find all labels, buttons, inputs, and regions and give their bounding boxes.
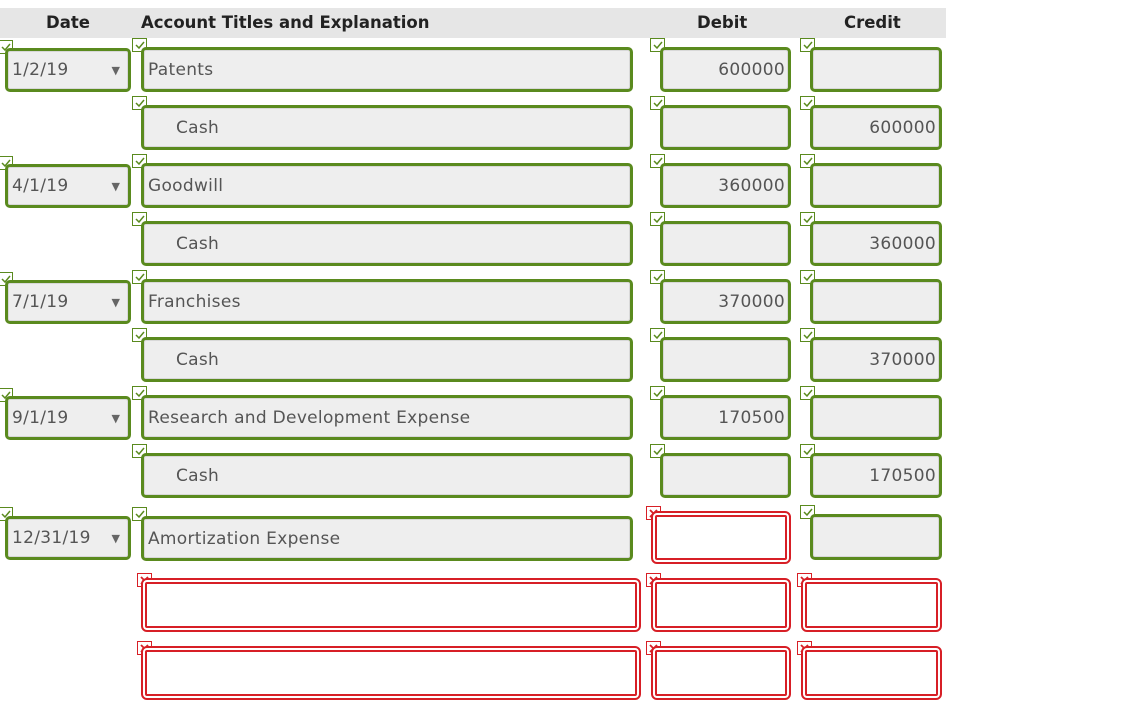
credit-input[interactable] xyxy=(810,163,942,208)
debit-input[interactable] xyxy=(660,337,791,382)
debit-value: 370000 xyxy=(718,291,785,312)
account-title-input[interactable]: Cash xyxy=(141,105,633,150)
debit-input[interactable]: 170500 xyxy=(660,395,791,440)
date-select[interactable]: 7/1/19 ▼ xyxy=(5,280,131,324)
credit-input[interactable]: 370000 xyxy=(810,337,942,382)
account-title-input[interactable]: Goodwill xyxy=(141,163,633,208)
debit-value: 170500 xyxy=(718,407,785,428)
account-title-value: Research and Development Expense xyxy=(148,407,471,428)
debit-input[interactable] xyxy=(660,453,791,498)
credit-input[interactable] xyxy=(801,646,942,700)
debit-value: 360000 xyxy=(718,175,785,196)
debit-input[interactable] xyxy=(660,221,791,266)
account-title-input[interactable]: Cash xyxy=(141,221,633,266)
account-title-input[interactable]: Patents xyxy=(141,47,633,92)
credit-value: 370000 xyxy=(869,349,936,370)
account-title-value: Cash xyxy=(176,117,220,138)
account-title-input[interactable]: Cash xyxy=(141,337,633,382)
dropdown-arrow-icon: ▼ xyxy=(111,63,120,77)
date-column-header: Date xyxy=(46,13,90,32)
credit-input[interactable]: 170500 xyxy=(810,453,942,498)
account-title-input[interactable] xyxy=(141,646,641,700)
date-select[interactable]: 9/1/19 ▼ xyxy=(5,396,131,440)
account-title-input[interactable] xyxy=(141,578,641,632)
credit-input[interactable] xyxy=(810,395,942,440)
account-title-value: Goodwill xyxy=(148,175,224,196)
account-title-value: Cash xyxy=(176,349,220,370)
credit-value: 600000 xyxy=(869,117,936,138)
account-title-value: Cash xyxy=(176,465,220,486)
dropdown-arrow-icon: ▼ xyxy=(111,179,120,193)
credit-input[interactable] xyxy=(810,279,942,324)
date-select[interactable]: 4/1/19 ▼ xyxy=(5,164,131,208)
debit-input[interactable]: 370000 xyxy=(660,279,791,324)
debit-input[interactable] xyxy=(651,646,791,700)
debit-input[interactable]: 600000 xyxy=(660,47,791,92)
account-title-value: Cash xyxy=(176,233,220,254)
credit-input[interactable] xyxy=(810,514,942,560)
debit-input[interactable]: 360000 xyxy=(660,163,791,208)
date-value: 12/31/19 xyxy=(12,528,91,548)
account-title-value: Amortization Expense xyxy=(148,528,341,549)
date-value: 7/1/19 xyxy=(12,292,69,312)
credit-input[interactable]: 600000 xyxy=(810,105,942,150)
debit-value: 600000 xyxy=(718,59,785,80)
account-title-value: Franchises xyxy=(148,291,241,312)
date-value: 9/1/19 xyxy=(12,408,69,428)
credit-input[interactable] xyxy=(801,578,942,632)
account-title-input[interactable]: Amortization Expense xyxy=(141,516,633,561)
account-column-header: Account Titles and Explanation xyxy=(141,13,430,32)
date-value: 4/1/19 xyxy=(12,176,69,196)
debit-input[interactable] xyxy=(651,511,791,564)
debit-input[interactable] xyxy=(660,105,791,150)
debit-input[interactable] xyxy=(651,578,791,632)
credit-input[interactable] xyxy=(810,47,942,92)
date-select[interactable]: 1/2/19 ▼ xyxy=(5,48,131,92)
credit-value: 170500 xyxy=(869,465,936,486)
dropdown-arrow-icon: ▼ xyxy=(111,295,120,309)
credit-value: 360000 xyxy=(869,233,936,254)
debit-column-header: Debit xyxy=(697,13,748,32)
dropdown-arrow-icon: ▼ xyxy=(111,531,120,545)
account-title-input[interactable]: Cash xyxy=(141,453,633,498)
date-select[interactable]: 12/31/19 ▼ xyxy=(5,516,131,560)
dropdown-arrow-icon: ▼ xyxy=(111,411,120,425)
account-title-input[interactable]: Franchises xyxy=(141,279,633,324)
journal-header: Date Account Titles and Explanation Debi… xyxy=(0,8,946,38)
credit-column-header: Credit xyxy=(844,13,901,32)
date-value: 1/2/19 xyxy=(12,60,69,80)
credit-input[interactable]: 360000 xyxy=(810,221,942,266)
account-title-value: Patents xyxy=(148,59,214,80)
account-title-input[interactable]: Research and Development Expense xyxy=(141,395,633,440)
